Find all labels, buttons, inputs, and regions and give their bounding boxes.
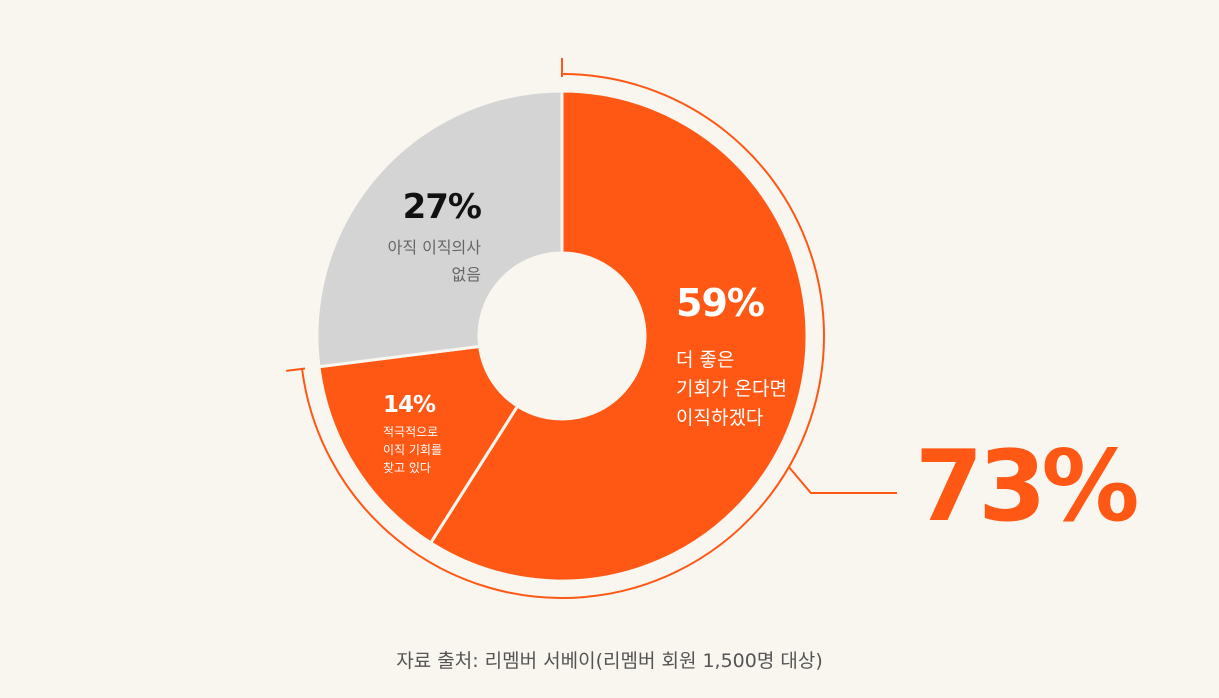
source-note: 자료 출처: 리멤버 서베이(리멤버 회원 1,500명 대상) — [396, 650, 823, 672]
pie-slice-1 — [428, 89, 809, 583]
slice-category-label-1: 이직하겠다 — [676, 407, 763, 429]
pie-slice-3 — [315, 89, 564, 369]
slice-category-label-3: 아직 이직의사 — [388, 238, 482, 257]
slice-value-label-1: 59% — [676, 281, 764, 325]
slice-category-label-2: 이직 기회를 — [383, 443, 442, 457]
slice-category-label-1: 기회가 온다면 — [676, 378, 787, 400]
highlight-bracket — [286, 58, 897, 599]
slice-category-label-3: 없음 — [452, 265, 481, 284]
slice-category-label-2: 찾고 있다 — [383, 461, 431, 475]
slice-category-label-1: 더 좋은 — [676, 349, 734, 371]
pie-slice-2 — [317, 344, 520, 545]
slice-value-label-3: 27% — [403, 187, 481, 227]
slice-category-label-2: 적극적으로 — [383, 425, 438, 439]
slice-value-label-2: 14% — [383, 392, 436, 418]
combined-percentage: 73% — [915, 430, 1140, 544]
